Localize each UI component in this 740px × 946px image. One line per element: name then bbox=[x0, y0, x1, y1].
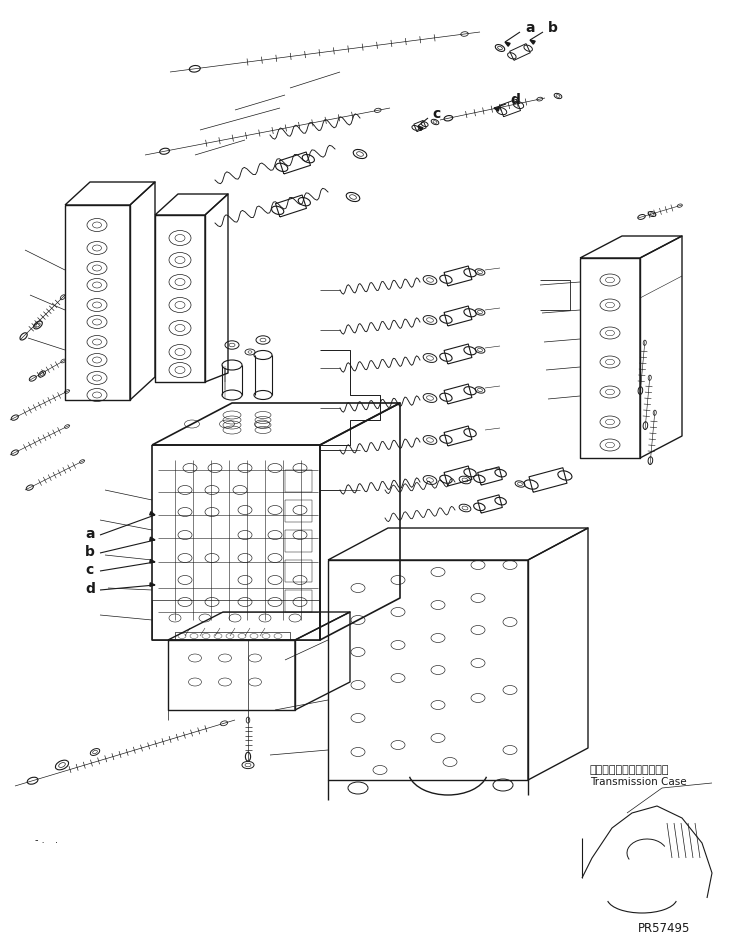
Polygon shape bbox=[149, 559, 155, 563]
Polygon shape bbox=[505, 42, 510, 46]
Polygon shape bbox=[149, 512, 155, 515]
Polygon shape bbox=[150, 583, 155, 587]
Text: PR57495: PR57495 bbox=[638, 921, 690, 935]
Polygon shape bbox=[149, 537, 155, 540]
Text: a: a bbox=[85, 527, 95, 541]
Text: .: . bbox=[55, 835, 58, 845]
Text: a: a bbox=[525, 21, 534, 35]
Text: c: c bbox=[432, 107, 440, 121]
Text: トランスミッションケース: トランスミッションケース bbox=[590, 765, 670, 775]
Text: d: d bbox=[510, 93, 520, 107]
Text: Transmission Case: Transmission Case bbox=[590, 777, 687, 787]
Polygon shape bbox=[494, 108, 500, 112]
Text: d: d bbox=[85, 582, 95, 596]
Text: c: c bbox=[85, 563, 93, 577]
Text: b: b bbox=[548, 21, 558, 35]
Text: - .: - . bbox=[35, 835, 44, 845]
Polygon shape bbox=[530, 40, 535, 44]
Text: b: b bbox=[85, 545, 95, 559]
Polygon shape bbox=[418, 126, 423, 131]
